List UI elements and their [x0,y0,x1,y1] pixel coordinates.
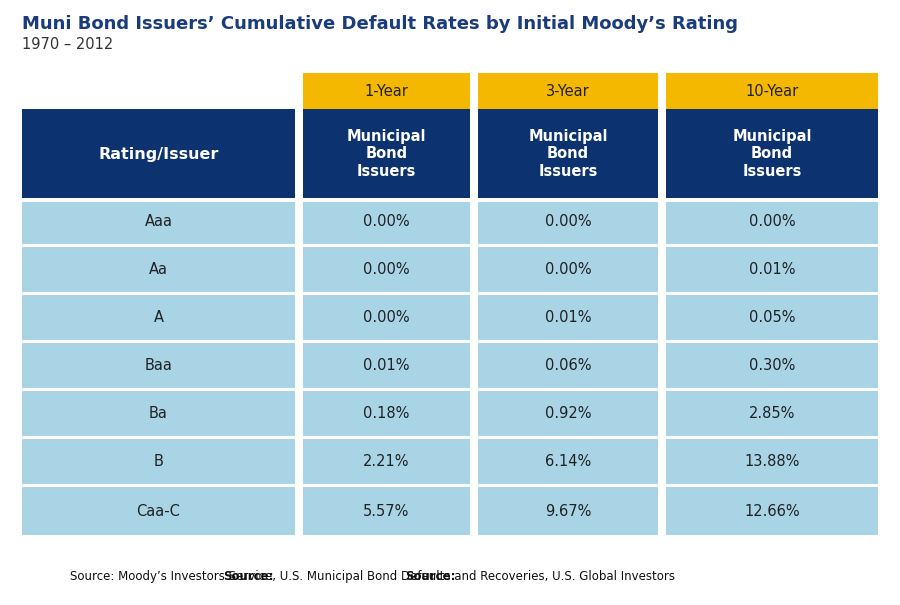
Bar [478,439,658,484]
Bar [303,343,470,388]
Bar [478,295,658,340]
Text: Source:: Source: [405,570,455,583]
Text: 3-Year: 3-Year [546,83,590,99]
Bar [303,199,470,244]
Bar [666,73,878,109]
Bar [666,343,878,388]
Bar [22,199,295,244]
Bar [303,439,470,484]
Text: 13.88%: 13.88% [744,454,800,469]
Bar [22,198,878,202]
Text: B: B [154,454,164,469]
Bar [478,247,658,292]
Bar [666,247,878,292]
Bar [666,391,878,436]
Text: 2.21%: 2.21% [364,454,410,469]
Text: 0.00%: 0.00% [544,214,591,229]
Bar [22,439,295,484]
Bar [22,109,295,199]
Text: 0.92%: 0.92% [544,406,591,421]
Text: Municipal
Bond
Issuers: Municipal Bond Issuers [733,129,812,179]
Bar [303,487,470,535]
Bar [303,109,470,199]
Text: 0.06%: 0.06% [544,358,591,373]
Bar [478,343,658,388]
Bar [303,247,470,292]
Bar [303,391,470,436]
Bar [22,391,295,436]
Bar [22,487,295,535]
Text: 5.57%: 5.57% [364,503,410,518]
Text: 0.00%: 0.00% [544,262,591,277]
Text: Ba: Ba [149,406,168,421]
Text: 1970 – 2012: 1970 – 2012 [22,37,113,52]
Text: Rating/Issuer: Rating/Issuer [98,146,219,162]
Bar [22,343,295,388]
Bar [478,109,658,199]
Text: 1-Year: 1-Year [364,83,409,99]
Text: 0.00%: 0.00% [364,262,410,277]
Text: 0.18%: 0.18% [364,406,410,421]
Text: 0.30%: 0.30% [749,358,796,373]
Text: Caa-C: Caa-C [137,503,180,518]
Bar [478,487,658,535]
Text: Municipal
Bond
Issuers: Municipal Bond Issuers [346,129,427,179]
Text: Municipal
Bond
Issuers: Municipal Bond Issuers [528,129,608,179]
Text: 0.05%: 0.05% [749,310,796,325]
Bar [666,439,878,484]
Text: 0.01%: 0.01% [364,358,410,373]
Text: 0.00%: 0.00% [364,214,410,229]
Text: 9.67%: 9.67% [544,503,591,518]
Text: 10-Year: 10-Year [745,83,798,99]
Text: Baa: Baa [145,358,173,373]
Text: 0.01%: 0.01% [749,262,796,277]
Bar [666,199,878,244]
Bar [666,109,878,199]
Text: Aa: Aa [149,262,168,277]
Bar [22,247,295,292]
Bar [666,295,878,340]
Text: Source:: Source: [223,570,274,583]
Bar [303,295,470,340]
Text: 0.00%: 0.00% [749,214,796,229]
Text: Aaa: Aaa [145,214,173,229]
Text: Muni Bond Issuers’ Cumulative Default Rates by Initial Moody’s Rating: Muni Bond Issuers’ Cumulative Default Ra… [22,15,738,33]
Bar [478,391,658,436]
Text: 0.01%: 0.01% [544,310,591,325]
Text: 12.66%: 12.66% [744,503,800,518]
Bar [478,73,658,109]
Text: A: A [154,310,164,325]
Text: 6.14%: 6.14% [544,454,591,469]
Bar [303,73,470,109]
Text: Source: Moody’s Investors Service, U.S. Municipal Bond Defaults and Recoveries, : Source: Moody’s Investors Service, U.S. … [70,570,675,583]
Bar [478,199,658,244]
Bar [22,295,295,340]
Bar [666,487,878,535]
Text: 2.85%: 2.85% [749,406,796,421]
Text: 0.00%: 0.00% [364,310,410,325]
